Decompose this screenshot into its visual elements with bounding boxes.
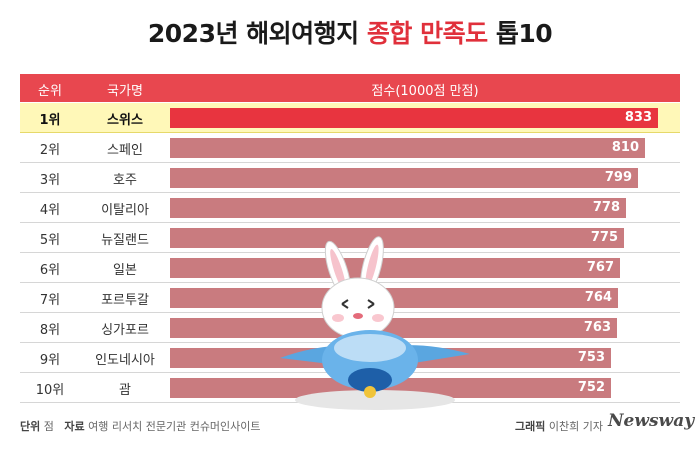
score-bar: 833: [170, 108, 658, 128]
score-bar: 752: [170, 378, 611, 398]
header-score: 점수(1000점 만점): [371, 84, 479, 99]
title-highlight: 종합 만족도: [366, 19, 488, 48]
table-header: 순위 국가명 점수(1000점 만점): [20, 74, 680, 102]
credit-value: 이찬희 기자: [548, 420, 603, 433]
score-value: 778: [592, 200, 620, 215]
rank-label: 6위: [39, 263, 61, 278]
title-suffix: 톱10: [487, 19, 553, 48]
footer-source: 단위 점 자료 여행 리서치 전문기관 컨슈머인사이트: [20, 418, 261, 434]
unit-value: 점: [43, 420, 54, 433]
country-label: 스위스: [107, 113, 143, 128]
table-row: 3위 호주 799: [20, 163, 680, 193]
score-value: 767: [586, 260, 614, 275]
table-row: 2위 스페인 810: [20, 133, 680, 163]
header-country: 국가명: [107, 84, 143, 99]
score-value: 763: [583, 320, 611, 335]
country-label: 포르투갈: [101, 293, 149, 308]
table-row: 1위 스위스 833: [20, 103, 680, 133]
country-label: 싱가포르: [101, 323, 149, 338]
source-label: 자료: [64, 420, 85, 433]
rank-label: 7위: [39, 293, 61, 308]
country-label: 이탈리아: [101, 203, 149, 218]
rank-label: 5위: [39, 233, 61, 248]
title-prefix: 2023년 해외여행지: [147, 19, 367, 48]
score-value: 799: [604, 170, 632, 185]
country-label: 인도네시아: [95, 353, 155, 368]
score-bar: 775: [170, 228, 624, 248]
rank-label: 1위: [39, 113, 61, 128]
rank-label: 10위: [35, 383, 65, 398]
header-rank: 순위: [38, 84, 62, 99]
unit-label: 단위: [20, 420, 41, 433]
score-value: 753: [577, 350, 605, 365]
score-value: 810: [611, 140, 639, 155]
table-row: 4위 이탈리아 778: [20, 193, 680, 223]
score-bar: 810: [170, 138, 645, 158]
country-label: 스페인: [107, 143, 143, 158]
rank-label: 9위: [39, 353, 61, 368]
score-value: 752: [577, 380, 605, 395]
score-bar: 767: [170, 258, 620, 278]
score-value: 775: [590, 230, 618, 245]
score-bar: 763: [170, 318, 617, 338]
source-value: 여행 리서치 전문기관 컨슈머인사이트: [88, 420, 261, 433]
score-bar: 778: [170, 198, 626, 218]
chart-title: 2023년 해외여행지 종합 만족도 톱10: [0, 14, 700, 50]
table-row: 5위 뉴질랜드 775: [20, 223, 680, 253]
credit-label: 그래픽: [515, 420, 546, 433]
newsway-logo: Newsway: [608, 411, 695, 431]
score-bar: 799: [170, 168, 638, 188]
country-label: 괌: [119, 383, 131, 398]
rank-label: 2위: [39, 143, 61, 158]
rabbit-airplane-illustration: [280, 236, 470, 410]
rank-label: 4위: [39, 203, 61, 218]
rank-label: 8위: [39, 323, 61, 338]
footer-credit: 그래픽 이찬희 기자: [515, 418, 603, 434]
score-bar: 764: [170, 288, 618, 308]
country-label: 뉴질랜드: [101, 233, 149, 248]
score-value: 764: [584, 290, 612, 305]
rank-label: 3위: [39, 173, 61, 188]
score-value: 833: [624, 110, 652, 125]
country-label: 일본: [113, 263, 137, 278]
country-label: 호주: [113, 173, 137, 188]
